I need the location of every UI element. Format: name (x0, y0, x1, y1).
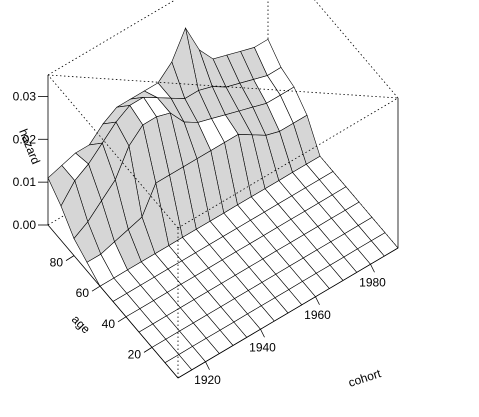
box-edge-left-bottom (47, 224, 179, 379)
x-tick-label: 1920 (194, 373, 221, 387)
y-tick-mark (65, 255, 75, 261)
z-tick-label: 0.03 (13, 89, 37, 103)
z-axis-ticks: 0.00 0.01 0.02 0.03 (13, 89, 48, 232)
z-tick-label: 0.02 (13, 132, 37, 146)
z-axis-title: hazard (16, 127, 43, 166)
y-tick-label: 40 (102, 317, 116, 331)
box-edge-right-top (314, 0, 399, 99)
y-axis-title: age (69, 312, 93, 336)
y-tick-label: 20 (128, 347, 142, 361)
x-axis-title: cohort (347, 366, 384, 390)
y-tick-mark (91, 285, 101, 292)
box-edge-front-bottom (177, 247, 399, 379)
bounding-box-front (47, 74, 399, 379)
x-tick-mark (260, 329, 265, 338)
x-tick-label: 1980 (359, 275, 386, 289)
z-tick-label: 0.00 (13, 218, 37, 232)
box-edge-top-left (47, 74, 179, 229)
hazard-surface (47, 26, 399, 379)
x-tick-mark (315, 296, 320, 305)
box-edge-top-front (177, 97, 399, 229)
x-tick-label: 1960 (304, 308, 331, 322)
y-tick-mark (143, 347, 153, 353)
box-edge-top-diag (47, 74, 399, 99)
y-tick-mark (117, 316, 127, 323)
y-axis-ticks: 20 40 60 80 (50, 255, 153, 361)
z-tick-label: 0.01 (13, 175, 37, 189)
x-tick-mark (205, 361, 210, 370)
y-tick-label: 80 (50, 256, 64, 270)
x-tick-label: 1940 (249, 340, 276, 354)
x-axis-ticks: 1920 1940 1960 1980 (194, 264, 386, 387)
y-tick-label: 60 (76, 286, 90, 300)
x-tick-mark (370, 264, 375, 273)
